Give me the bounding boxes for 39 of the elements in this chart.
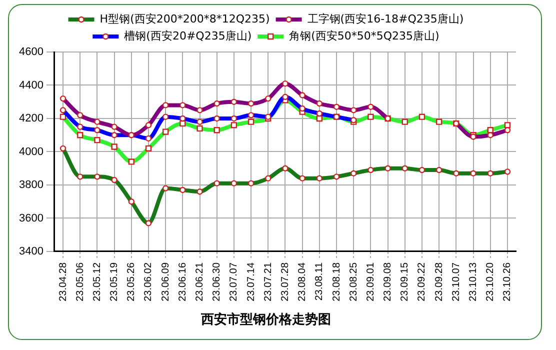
x-tick-label: 23.06.09 <box>160 262 172 302</box>
x-tick-label: 23.09.01 <box>365 262 376 302</box>
y-tick-label: 3600 <box>18 212 44 224</box>
x-tick-label: 23.08.04 <box>297 262 308 302</box>
x-tick-label: 23.09.15 <box>400 262 411 302</box>
x-tick-label: 23.07.14 <box>246 262 257 302</box>
x-tick-label: 23.05.26 <box>126 262 138 302</box>
legend-label: H型钢(西安200*200*8*12Q235) <box>100 12 270 26</box>
x-tick-label: 23.08.18 <box>331 262 342 302</box>
x-tick-label: 23.06.30 <box>212 262 223 302</box>
x-tick-label: 23.06.02 <box>143 262 154 302</box>
x-tick-label: 23.07.28 <box>280 262 291 302</box>
y-tick-label: 3400 <box>18 246 44 258</box>
y-tick-label: 4400 <box>18 79 44 92</box>
y-tick-label: 4000 <box>18 146 44 158</box>
y-tick-label: 4600 <box>18 46 44 58</box>
x-tick-label: 23.06.21 <box>194 262 206 302</box>
x-tick-label: 23.09.28 <box>434 262 445 302</box>
x-tick-label: 23.08.11 <box>314 262 326 301</box>
x-tick-label: 23.10.26 <box>502 262 514 302</box>
x-tick-label: 23.05.19 <box>109 262 120 302</box>
legend-label: 槽钢(西安20#Q235唐山) <box>124 29 252 42</box>
x-tick-label: 23.10.13 <box>468 262 480 302</box>
x-tick-label: 23.09.22 <box>416 262 428 302</box>
x-tick-label: 23.05.06 <box>74 262 86 302</box>
x-tick-label: 23.05.12 <box>92 262 103 302</box>
x-tick-label: 23.06.16 <box>177 262 188 302</box>
x-tick-label: 23.08.25 <box>348 262 360 302</box>
legend-label: 角钢(西安50*50*5Q235唐山) <box>289 29 440 42</box>
x-tick-label: 23.07.07 <box>228 262 240 302</box>
y-tick-label: 4200 <box>18 112 44 125</box>
x-tick-label: 23.04.28 <box>58 262 69 302</box>
x-tick-label: 23.10.07 <box>450 262 462 302</box>
x-tick-label: 23.09.08 <box>382 262 394 302</box>
x-tick-label: 23.07.21 <box>262 262 274 302</box>
legend-label: 工字钢(西安16-18#Q235唐山) <box>307 12 464 26</box>
text: 西安市型钢价格走势图 <box>200 312 331 328</box>
y-tick-label: 3800 <box>18 179 44 192</box>
x-tick-label: 23.10.20 <box>485 262 496 302</box>
